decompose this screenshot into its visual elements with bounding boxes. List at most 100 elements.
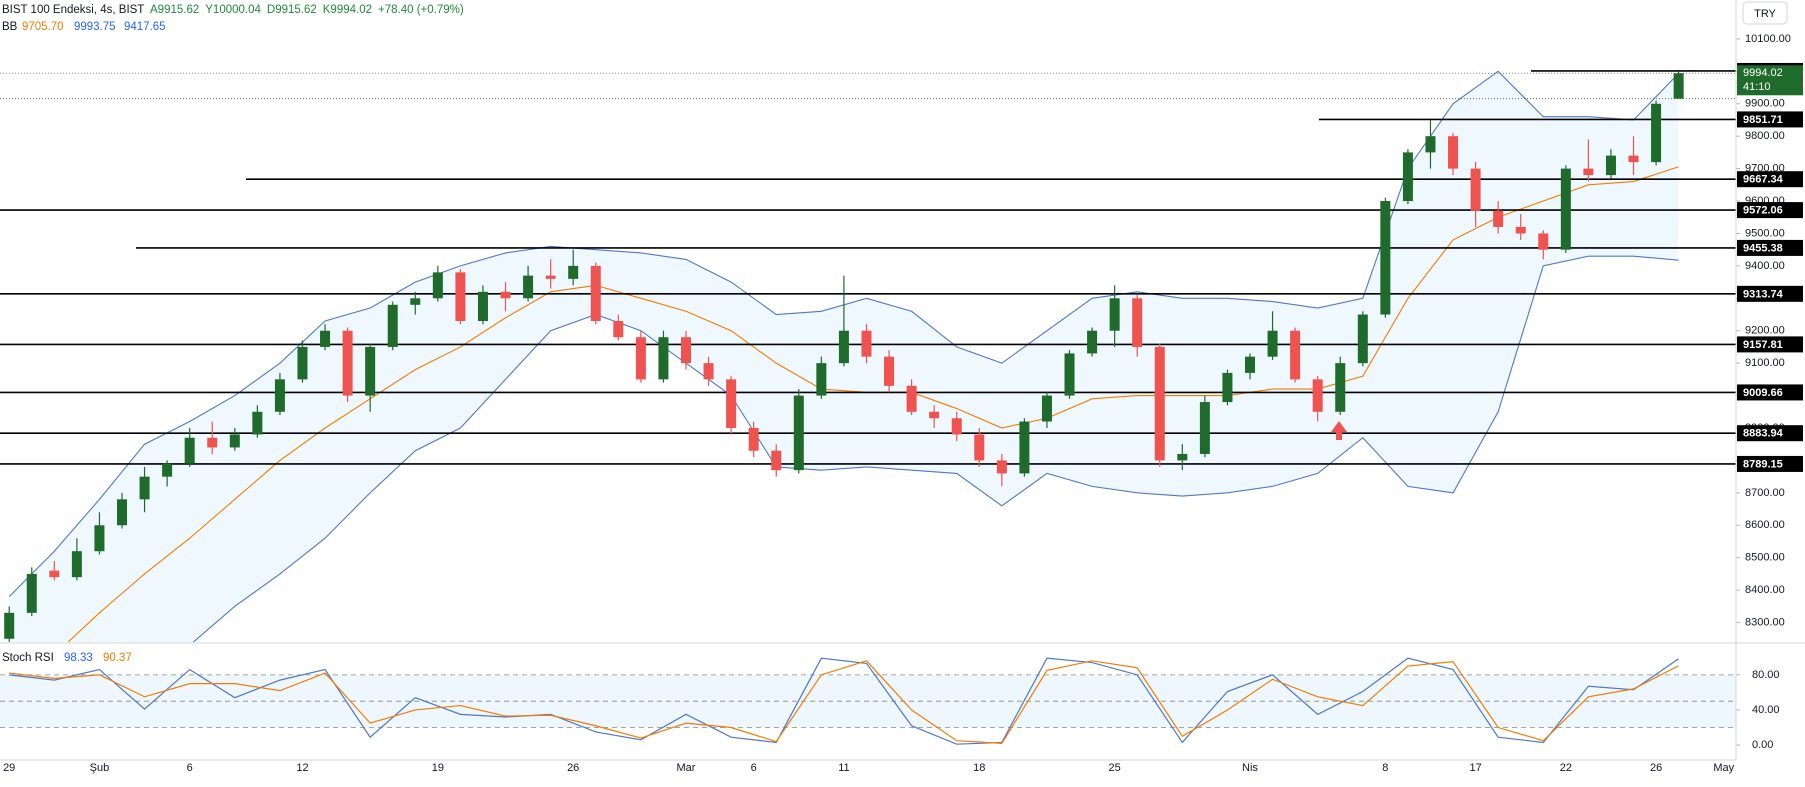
level-label-box xyxy=(1737,111,1803,128)
band-lower xyxy=(192,255,1679,642)
candle-body xyxy=(545,275,556,279)
candle-body xyxy=(996,460,1007,474)
bb-name: BB xyxy=(2,21,18,33)
level-label-box xyxy=(1737,239,1803,256)
candle-body xyxy=(1470,168,1481,211)
candle-body xyxy=(1448,136,1459,169)
y-tick-label: 9900.00 xyxy=(1745,98,1785,110)
signal-arrow xyxy=(1331,421,1347,440)
candle-body xyxy=(613,321,624,338)
price-pane xyxy=(0,70,1736,642)
x-tick-label: 8 xyxy=(1382,762,1388,774)
candle-body xyxy=(117,499,127,526)
stoch-d xyxy=(9,660,1679,744)
candle-body xyxy=(320,330,331,347)
candle-body xyxy=(432,272,443,299)
candle-body xyxy=(816,363,827,396)
level-label-box xyxy=(1737,285,1803,302)
readout-value: A9915.62 xyxy=(150,4,199,16)
candle-body xyxy=(1560,168,1571,250)
x-tick-label: 19 xyxy=(432,762,444,774)
y-tick-label: 8400.00 xyxy=(1745,584,1785,596)
candle-body xyxy=(838,330,849,364)
level-label: 9572.06 xyxy=(1743,204,1783,216)
candle-body xyxy=(26,573,37,613)
level-label: 9313.74 xyxy=(1743,288,1784,300)
x-tick-label: 17 xyxy=(1469,762,1481,774)
candle-body xyxy=(1380,201,1391,315)
ohlc-readout: A9915.62 Y10000.04 D9915.62 K9994.02 +78.40 … xyxy=(150,4,464,16)
candle-body xyxy=(94,525,105,552)
y-tick-label: 10100.00 xyxy=(1745,33,1791,45)
stoch-tick-label: 80.00 xyxy=(1752,669,1780,681)
candle-body xyxy=(1357,314,1368,364)
candle-body xyxy=(410,298,421,305)
candle-body xyxy=(568,265,579,279)
x-tick-label: 6 xyxy=(187,762,193,774)
y-tick-label: 8600.00 xyxy=(1745,519,1785,531)
x-tick-label: 18 xyxy=(973,762,985,774)
stoch-d-value: 90.37 xyxy=(103,652,132,664)
candle-body xyxy=(1402,152,1413,202)
candle-body xyxy=(929,411,940,419)
candle-body xyxy=(658,337,669,380)
level-label-box xyxy=(1737,336,1803,353)
axes: 8300.008400.008500.008600.008700.008800.… xyxy=(3,33,1803,774)
candle-body xyxy=(162,463,173,477)
candle-body xyxy=(748,428,759,451)
candle-body xyxy=(1515,226,1526,234)
candle-body xyxy=(342,330,353,396)
level-label-box xyxy=(1737,171,1803,188)
y-tick-label: 8700.00 xyxy=(1745,487,1785,499)
candle-body xyxy=(793,395,804,471)
level-label-box xyxy=(1737,202,1803,219)
candle-body xyxy=(274,379,285,412)
level-label: 8789.15 xyxy=(1743,458,1783,470)
x-tick-label: May xyxy=(1713,762,1734,774)
x-tick-label: 29 xyxy=(3,762,15,774)
candle-body xyxy=(139,476,150,500)
y-tick-label: 9400.00 xyxy=(1745,260,1785,272)
candle-body xyxy=(635,337,646,380)
candle-body xyxy=(477,291,488,321)
candle-body xyxy=(1041,395,1052,422)
candle-body xyxy=(1628,155,1639,163)
level-label: 9157.81 xyxy=(1743,339,1783,351)
readout-value: +78.40 (+0.79%) xyxy=(378,4,464,16)
candle-body xyxy=(1583,168,1594,176)
candle-body xyxy=(1154,346,1165,461)
candle-body xyxy=(387,304,398,347)
candle-body xyxy=(861,330,872,357)
candle-body xyxy=(49,570,60,578)
currency-label[interactable]: TRY xyxy=(1754,8,1776,20)
stoch-pane xyxy=(0,657,1736,745)
candle-body xyxy=(1312,379,1323,412)
bb-middle-value: 9705.70 xyxy=(22,21,64,33)
level-label: 8883.94 xyxy=(1743,428,1784,440)
x-tick-label: 25 xyxy=(1109,762,1121,774)
last-price-box xyxy=(1737,65,1803,96)
candle-body xyxy=(1222,372,1233,403)
candle-body xyxy=(365,346,376,396)
x-tick-label: 12 xyxy=(296,762,308,774)
candle-body xyxy=(1493,210,1504,227)
x-tick-label: 26 xyxy=(567,762,579,774)
candle-body xyxy=(1109,298,1120,331)
level-label-box xyxy=(1737,384,1803,401)
candle-body xyxy=(71,551,82,578)
candle-body xyxy=(207,437,218,448)
candle-body xyxy=(184,437,195,464)
candle-body xyxy=(4,612,15,639)
x-tick-label: 22 xyxy=(1560,762,1572,774)
candle-body xyxy=(1335,363,1346,412)
stoch-k xyxy=(9,657,1679,745)
candle-body xyxy=(1538,233,1549,250)
candle-body xyxy=(1199,402,1210,454)
candle-body xyxy=(703,363,714,380)
candle-body xyxy=(1019,421,1030,474)
level-label: 9851.71 xyxy=(1743,114,1783,126)
x-tick-label: 11 xyxy=(838,762,849,774)
currency-button[interactable] xyxy=(1742,1,1788,25)
candle-body xyxy=(1064,353,1075,396)
countdown-label: 41:10 xyxy=(1743,81,1771,93)
